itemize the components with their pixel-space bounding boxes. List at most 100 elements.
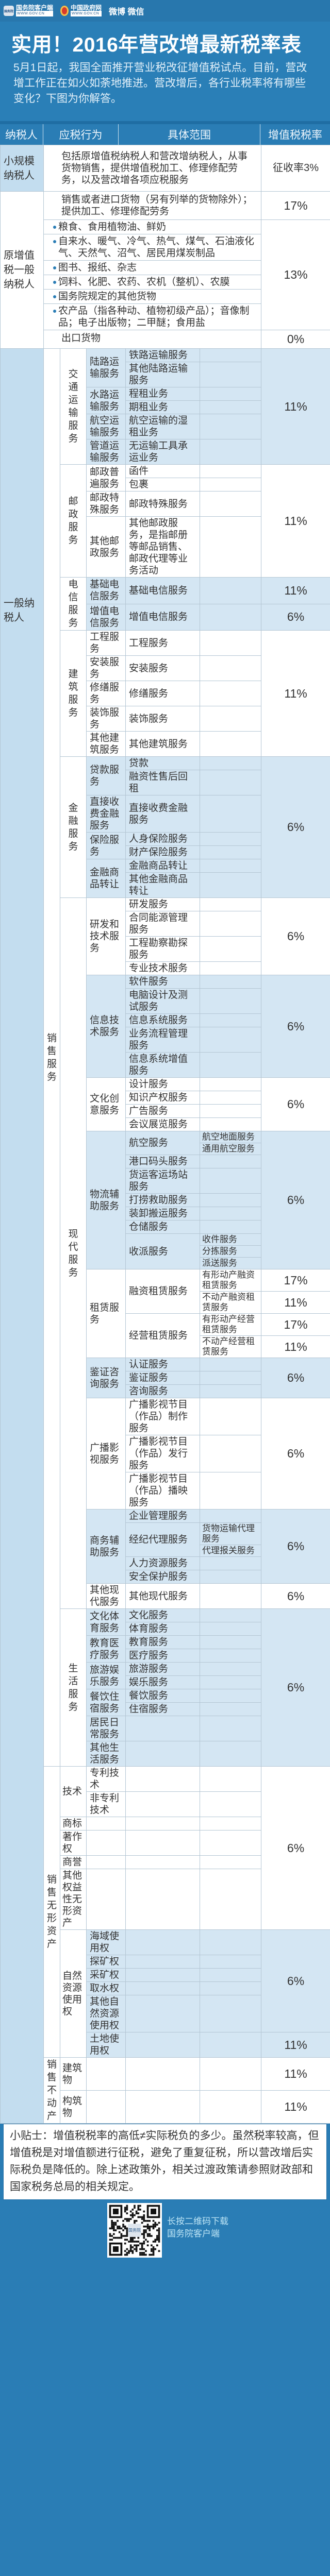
table-row: 仓储服务 [1, 1220, 330, 1234]
item-cell: 工程勘察勘探服务 [125, 936, 200, 962]
app-logo-url: WWW.GOV.CN [16, 11, 54, 16]
item-cell: 电脑设计及测试服务 [125, 988, 200, 1014]
table-row: 其他金融商品转让 [1, 872, 330, 898]
table-row: 饲料、化肥、农药、农机（整机）、农膜 [1, 275, 330, 290]
item-cell: 广告服务 [125, 1104, 200, 1118]
table-row: 保险服务 人身保险服务 [1, 832, 330, 859]
subitem-cell [199, 1052, 262, 1078]
subitem-cell: 有形动产经营租赁服务 [199, 1313, 262, 1336]
table-row: 管道运输服务 无运输工具承运业务 [1, 439, 330, 465]
subitem-cell [199, 362, 262, 387]
subitem-cell [199, 603, 262, 631]
bullet-item: 图书、报纸、杂志 [43, 260, 262, 275]
item-cell: 收派服务 [125, 1233, 200, 1269]
national-emblem-icon [60, 6, 69, 16]
item-cell: 期租业务 [125, 400, 200, 414]
item-cell: 其他金融商品转让 [125, 872, 200, 898]
taxable-act-cell: 销售服务 [43, 348, 60, 1767]
item-cell: 融资性售后回租 [125, 770, 200, 795]
subitem-cell [199, 1635, 262, 1649]
subitem-cell [199, 1104, 262, 1118]
category-cell: 技术 [60, 1766, 87, 1817]
column-header-taxpayer: 纳税人 [0, 124, 43, 145]
subitem-cell [199, 1766, 262, 1792]
table-row: 土地使用权 11% [1, 2032, 330, 2058]
taxpayer-cell: 一般纳税人 [0, 348, 44, 2124]
app-logo-name: 国务院客户端 [16, 4, 54, 11]
item-cell [125, 2032, 200, 2058]
subitem-cell [199, 630, 262, 656]
subitem-cell: 代理报关服务 [199, 1545, 262, 1557]
subitem-cell [199, 1830, 262, 1856]
subitem-cell [199, 845, 262, 859]
rate-cell: 11% [261, 2057, 330, 2091]
subcategory-cell: 教育医疗服务 [86, 1635, 126, 1663]
item-cell: 打捞救助服务 [125, 1193, 200, 1207]
rate-cell: 6% [261, 1358, 330, 1398]
subitem-cell [199, 1662, 262, 1676]
table-row: 不动产融资租赁服务 11% [1, 1291, 330, 1314]
subitem-cell [199, 832, 262, 846]
table-row: 销售无形资产 技术 专利技术 6% [1, 1766, 330, 2058]
item-cell: 体育服务 [125, 1622, 200, 1636]
item-cell: 无运输工具承运业务 [125, 439, 200, 465]
subitem-cell [199, 1702, 262, 1716]
table-row: 装卸搬运服务 [1, 1207, 330, 1221]
bullet-item: 自来水、暖气、冷气、热气、煤气、石油液化气、天然气、沼气、居民用煤炭制品 [43, 234, 262, 261]
item-cell: 广播影视节目（作品）制作服务 [125, 1398, 200, 1435]
subitem-cell [199, 911, 262, 937]
rate-cell: 6% [261, 1077, 330, 1131]
subitem-cell [199, 1556, 262, 1570]
subitem-cell: 通用航空服务 [199, 1143, 262, 1155]
table-row: 邮政服务 邮政普遍服务 函件 11% [1, 464, 330, 578]
bullet-item: 粮食、食用植物油、鲜奶 [43, 219, 262, 234]
table-row: 鉴证咨询服务 认证服务 6% [1, 1358, 330, 1398]
subcategory-cell [86, 2090, 126, 2124]
subcategory-cell: 研发和技术服务 [86, 897, 126, 975]
subcategory-cell: 修缮服务 [86, 681, 126, 706]
table-row: 农产品（指各种动、植物初级产品）；音像制品；电子出版物；二甲醚；食用盐 [1, 303, 330, 330]
table-row: 小规模纳税人 包括原增值税纳税人和营改增纳税人，从事货物销售，提供增值税加工、修… [0, 145, 330, 192]
column-header-scope: 具体范围 [119, 124, 260, 145]
rate-cell: 6% [261, 1583, 330, 1609]
subcategory-cell: 管道运输服务 [86, 439, 126, 465]
vertical-label: 销售服务 [47, 1032, 57, 1082]
table-row: 货运客运场站服务 [1, 1168, 330, 1194]
qr-code[interactable]: 国务院 [107, 2203, 162, 2258]
subitem-cell [199, 1675, 262, 1689]
column-header-vat-rate: 增值税税率 [268, 129, 322, 141]
table-row: 包裹 [1, 478, 330, 492]
table-row: 代理报关服务 [1, 1545, 330, 1557]
table-row: 出口货物 0% [1, 330, 330, 349]
subitem-cell [199, 348, 262, 362]
rate-cell: 17% [261, 191, 330, 220]
subitem-cell [199, 1077, 262, 1091]
item-cell: 经营租赁服务 [125, 1313, 200, 1358]
item-cell: 娱乐服务 [125, 1675, 200, 1689]
qr-caption: 长按二维码下载 国务院客户端 [167, 2215, 228, 2240]
table-row: 港口码头服务 [1, 1155, 330, 1168]
item-cell [125, 1869, 200, 1930]
subitem-cell: 不动产经营租赁服务 [199, 1335, 262, 1358]
subitem-cell [199, 1570, 262, 1584]
subitem-cell [199, 1220, 262, 1234]
scope-cell: 出口货物 [43, 330, 262, 349]
state-council-app-logo: 国务院 国务院客户端 WWW.GOV.CN [4, 4, 54, 16]
rate-cell: 11% [261, 1335, 330, 1358]
table-row: 经营租赁服务 有形动产经营租赁服务 17% [1, 1313, 330, 1358]
item-cell: 装卸搬运服务 [125, 1207, 200, 1221]
rate-cell: 6% [261, 756, 330, 898]
rate-cell: 6% [261, 1131, 330, 1269]
subcategory-cell: 餐饮住宿服务 [86, 1689, 126, 1716]
subitem-cell [199, 1168, 262, 1194]
subitem-cell [199, 1583, 262, 1609]
table-row: 分拣服务 [1, 1245, 330, 1258]
item-cell: 广播影视节目（作品）播映服务 [125, 1472, 200, 1510]
subcategory-cell: 装饰服务 [86, 706, 126, 732]
vertical-label: 交通运输服务 [68, 369, 78, 444]
table-row: 信息系统增值服务 [1, 1052, 330, 1078]
table-row: 租赁服务 融资租赁服务 有形动产融资租赁服务 17% [1, 1269, 330, 1358]
subitem-cell [199, 1955, 262, 1969]
item-cell: 铁路运输服务 [125, 348, 200, 362]
category-cell: 商誉 [60, 1855, 87, 1869]
